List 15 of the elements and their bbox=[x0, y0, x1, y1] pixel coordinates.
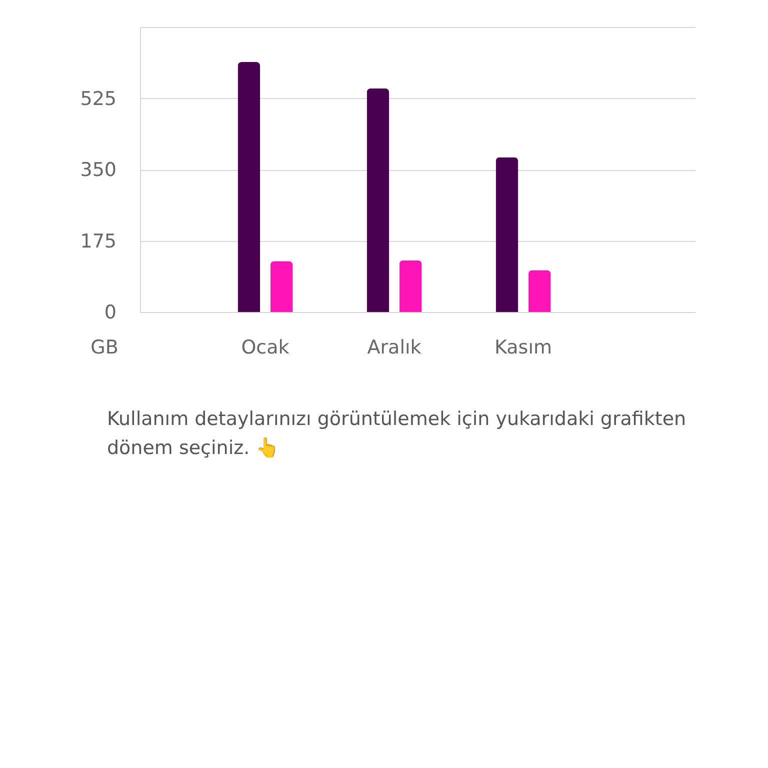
bar bbox=[366, 88, 390, 312]
y-tick-label: 175 bbox=[80, 230, 116, 252]
bar bbox=[399, 260, 422, 312]
y-tick-label: 0 bbox=[104, 302, 116, 324]
y-tick-label: 525 bbox=[80, 88, 116, 110]
text: Kullanım detaylarınızı görüntülemek için yukarıdaki grafikten dönem seçiniz. 👆 bbox=[107, 408, 686, 459]
x-tick-label: Aralık bbox=[367, 336, 422, 358]
y-tick-label: 350 bbox=[80, 159, 116, 181]
bar bbox=[270, 261, 293, 312]
y-axis-title: GB bbox=[90, 336, 118, 358]
x-tick-label: Ocak bbox=[241, 336, 290, 358]
bar bbox=[528, 270, 551, 312]
x-tick-label: Kasım bbox=[494, 336, 552, 358]
bar bbox=[238, 62, 260, 312]
bar bbox=[496, 157, 518, 312]
